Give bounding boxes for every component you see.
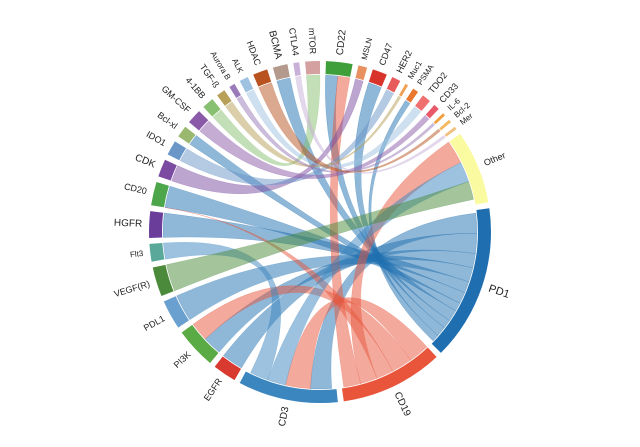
label-pi3k: PI3K [172, 349, 193, 370]
label-bcl-xl: Bcl-xl [156, 110, 180, 131]
ribbon-cdk-msln [171, 78, 364, 195]
ribbon-aurora-b-il-6 [236, 95, 436, 173]
arc-hdac [253, 69, 272, 87]
arc-psma [406, 88, 419, 103]
label-hgfr: HGFR [114, 218, 143, 230]
label-cd20: CD20 [123, 181, 148, 196]
arc-hgfr [149, 211, 164, 238]
label-cd47: CD47 [377, 42, 394, 67]
arc-cd3 [239, 371, 338, 403]
arc-pi3k [181, 324, 219, 363]
ribbon-cd3-flt3 [163, 241, 281, 381]
arc-pdl1 [163, 296, 190, 328]
label-gm-csf: GM-CSF [160, 84, 193, 116]
arc-her2 [386, 77, 401, 93]
label-vegf-r: VEGF(R) [113, 279, 151, 299]
arc-cd33 [425, 104, 439, 119]
label-cd3: CD3 [277, 405, 292, 427]
label-msln: MSLN [360, 37, 374, 61]
label-mtor: mTOR [307, 28, 318, 55]
arc-ido1 [167, 141, 187, 161]
arc-4-1bb [203, 99, 221, 117]
arc-flt3 [149, 243, 165, 262]
label-cd19: CD19 [392, 390, 413, 418]
ribbon-hdac-bcl-2 [258, 82, 441, 173]
ribbon-ido1-her2 [179, 89, 395, 186]
arc-cdk [158, 159, 177, 181]
arc-group [149, 61, 491, 403]
ribbon-alk-tdo2 [245, 89, 422, 168]
label-ido1: IDO1 [145, 129, 168, 148]
arc-tgf [217, 90, 232, 106]
ribbon-cd19-other [350, 141, 462, 384]
ribbon-cd19-cd22 [329, 75, 361, 388]
label-cdk: CDK [133, 152, 157, 170]
arc-cd22 [325, 61, 353, 77]
ribbon-cd19-cd3 [285, 297, 428, 389]
ribbon-cd3-other [267, 162, 469, 386]
arc-tdo2 [415, 95, 430, 111]
label-pdl1: PDL1 [142, 313, 167, 333]
label-egfr: EGFR [202, 376, 225, 403]
label-pd1: PD1 [487, 283, 511, 301]
ribbon-group [162, 74, 478, 390]
ribbon-vegf-r-other [166, 181, 474, 292]
arc-alk [239, 77, 254, 93]
arc-cd19 [341, 347, 437, 402]
arc-other [449, 133, 489, 205]
label-other: Other [482, 150, 507, 168]
arc-bcma [272, 64, 290, 81]
arc-mtor [305, 61, 320, 75]
ribbon-gm-csf-cd33 [199, 114, 430, 179]
arc-bcl-2 [439, 119, 451, 131]
label-bcma: BCMA [266, 30, 284, 61]
arc-pd1 [431, 208, 491, 353]
label-cd22: CD22 [335, 29, 349, 56]
arc-il-6 [433, 113, 446, 125]
label-hdac: HDAC [245, 39, 263, 67]
arc-egfr [214, 356, 241, 381]
ribbon-ctla4-mer [295, 75, 446, 174]
arc-aurora-b [229, 83, 241, 99]
ribbon-4-1bb-mtor [212, 74, 321, 166]
arc-bcl-xl [178, 126, 196, 144]
arc-mer [444, 126, 457, 137]
arc-gm-csf [189, 111, 209, 131]
label-alk: ALK [230, 57, 245, 75]
arc-ctla4 [293, 62, 301, 76]
label-4-1bb: 4-1BB [184, 75, 208, 100]
ribbon-tgf-muc1 [225, 95, 402, 168]
arc-vegf-r [152, 264, 174, 297]
label-ctla4: CTLA4 [287, 27, 301, 56]
arc-muc1 [399, 83, 409, 97]
arc-cd20 [151, 182, 169, 208]
arc-cd47 [368, 69, 387, 87]
arc-msln [355, 65, 368, 81]
label-flt3: Flt3 [129, 249, 144, 260]
